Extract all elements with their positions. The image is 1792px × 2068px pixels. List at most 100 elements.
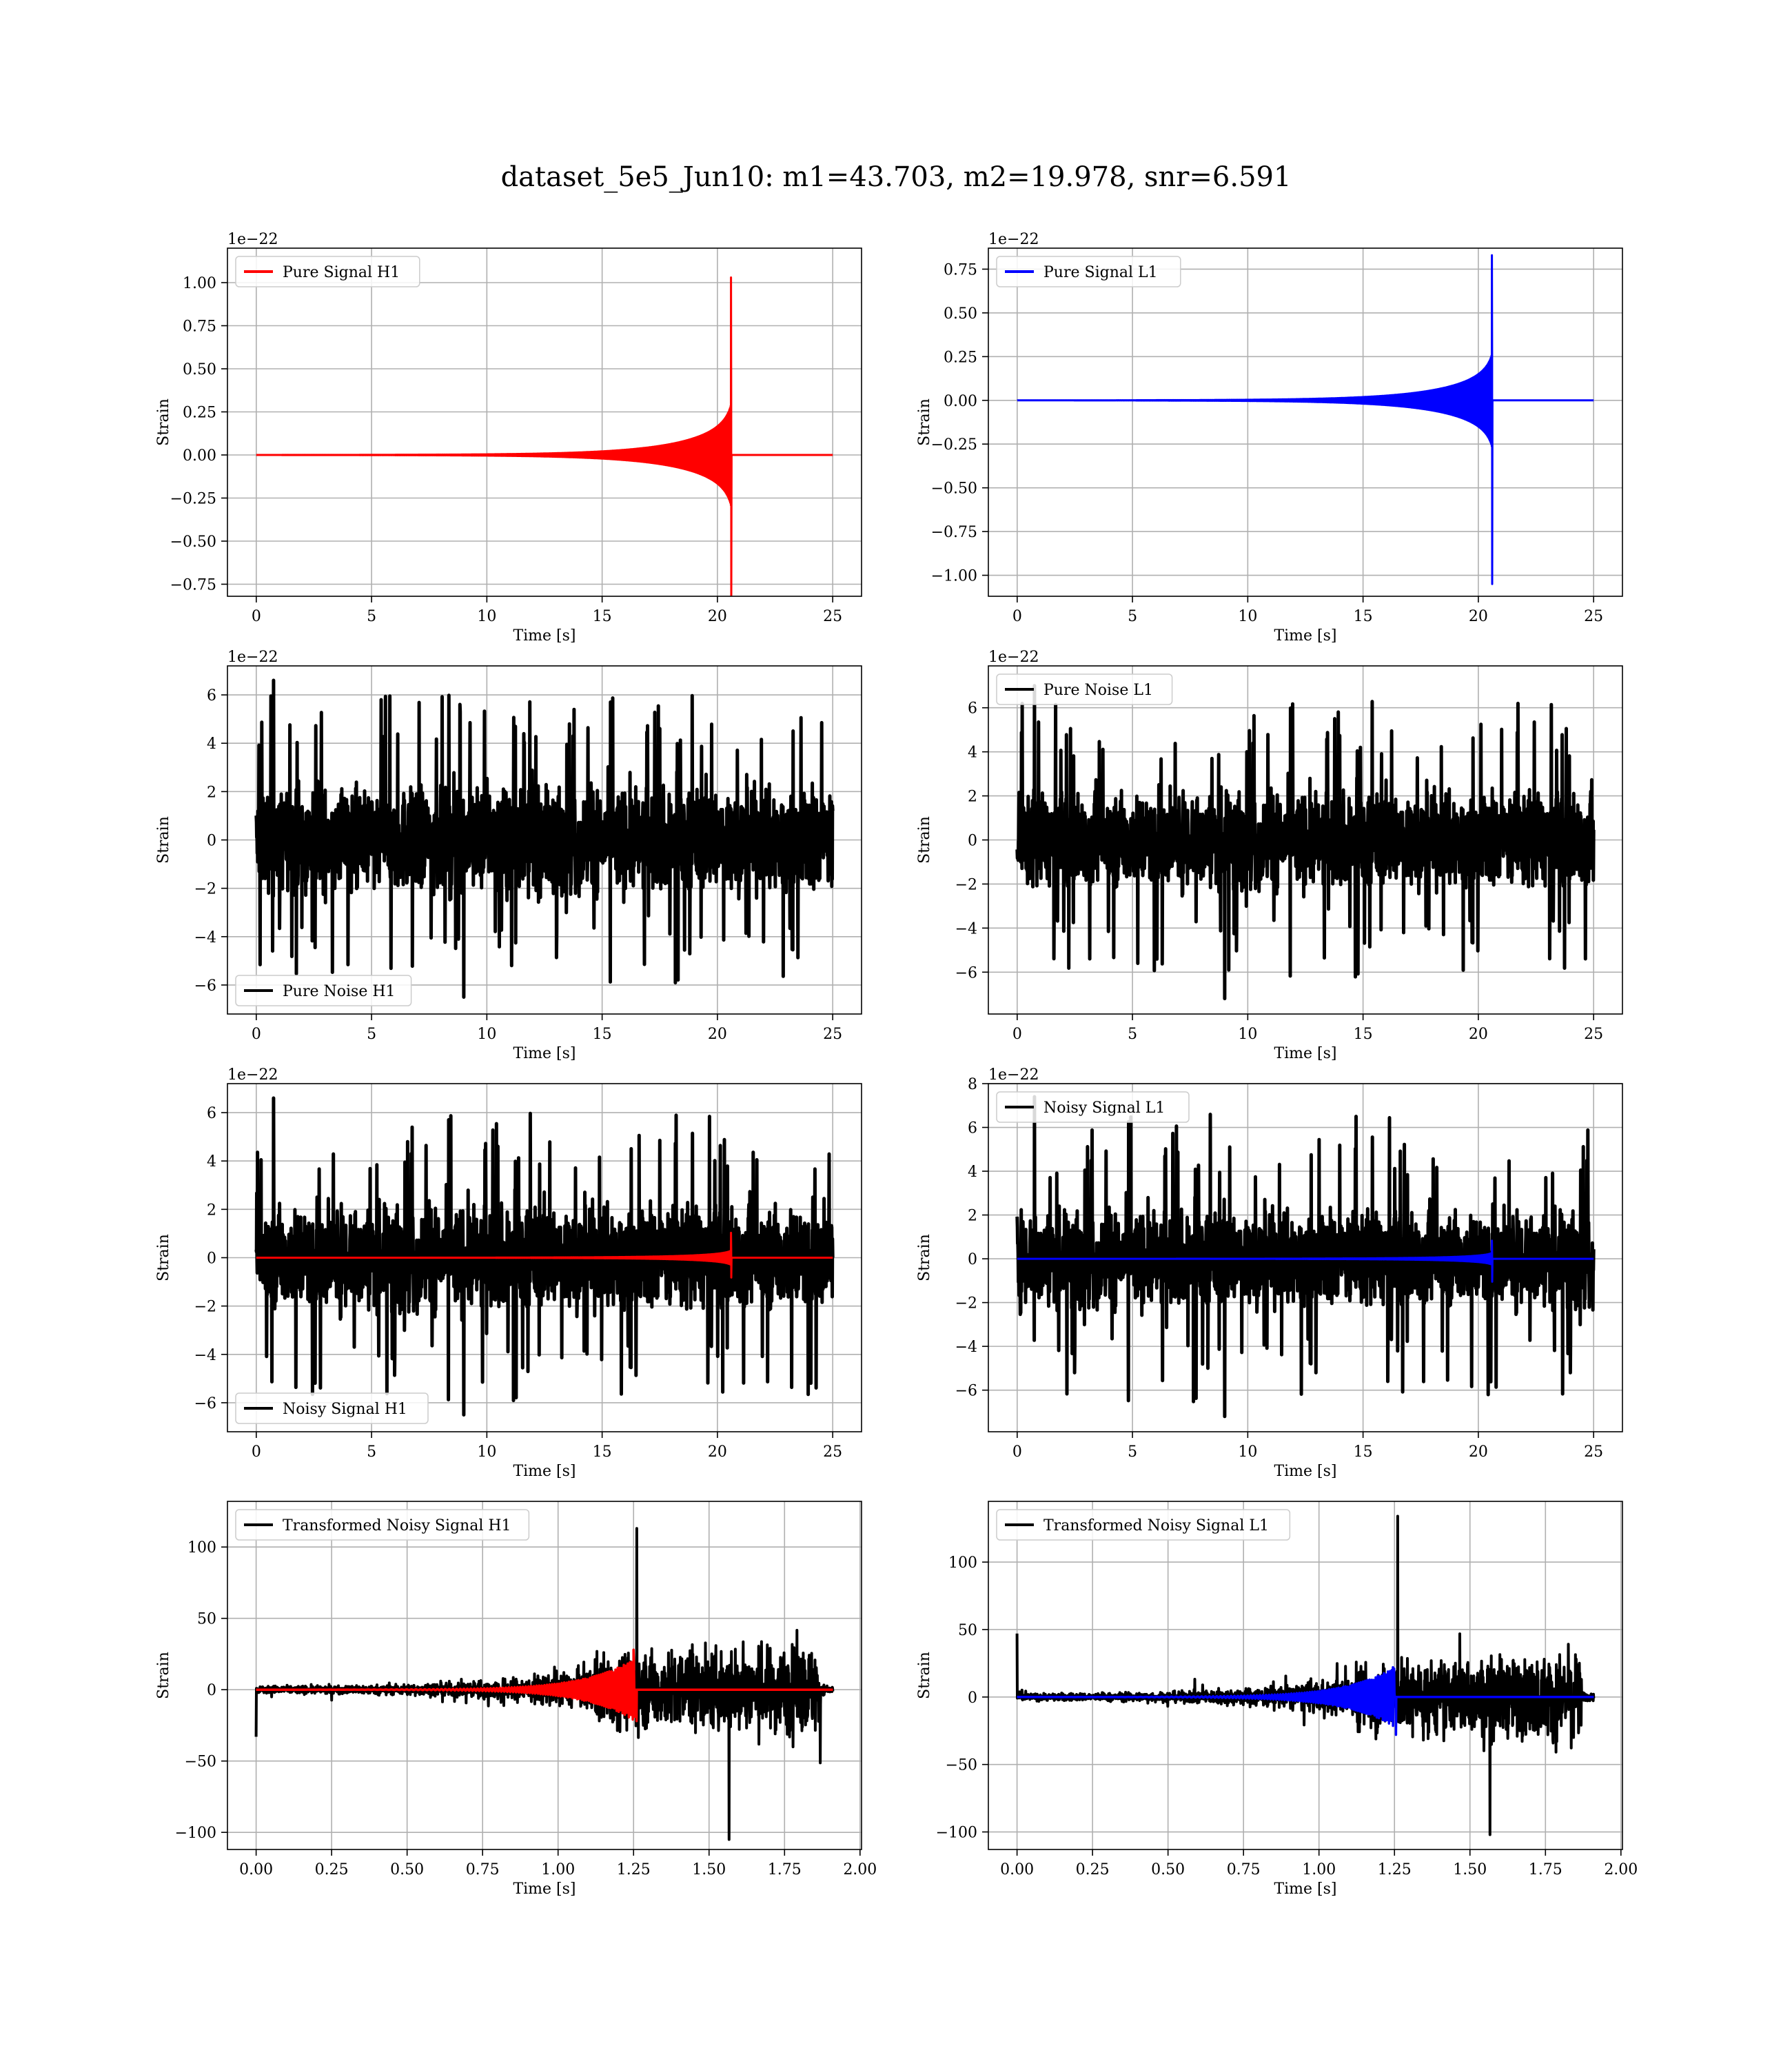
- x-tick-label: 5: [1128, 1443, 1137, 1461]
- y-tick-label: −4: [194, 929, 216, 946]
- legend: Pure Signal H1: [235, 256, 420, 287]
- x-tick-label: 1.00: [1302, 1861, 1336, 1878]
- y-axis-label: Strain: [916, 398, 933, 446]
- y-tick-label: 0.75: [944, 261, 977, 278]
- x-tick-label: 0.50: [390, 1861, 424, 1878]
- y-tick-label: 0: [207, 1682, 216, 1699]
- y-tick-label: 6: [968, 1120, 977, 1137]
- legend-label: Pure Noise H1: [283, 983, 396, 1000]
- x-tick-label: 0: [1012, 1443, 1022, 1461]
- x-tick-label: 1.50: [1453, 1861, 1487, 1878]
- axes-frame: [988, 247, 1623, 597]
- x-tick-label: 5: [367, 608, 376, 625]
- subplot-noisy-signal-l1: 0 5 10 15 20 25 −6 −4 −2 0 2 4 6 8 Time [s] Strain 1e−22…: [916, 1066, 1623, 1480]
- legend-box: [235, 256, 420, 287]
- y-tick-label: −4: [194, 1347, 216, 1364]
- x-tick-label: 1.25: [617, 1861, 651, 1878]
- subplot-pure-signal-l1: 0 5 10 15 20 25 −1.00 −0.75 −0.50 −0.25 0.00 0.25 0.…: [916, 231, 1623, 645]
- x-tick-label: 0: [1012, 608, 1022, 625]
- legend: Pure Signal L1: [996, 256, 1181, 287]
- y-tick-label: 2: [968, 1208, 977, 1225]
- y-tick-label: −2: [955, 1295, 977, 1312]
- offset-text: 1e−22: [988, 231, 1039, 248]
- x-tick-label: 25: [1584, 608, 1603, 625]
- x-tick-label: 20: [1469, 1443, 1488, 1461]
- x-tick-label: 15: [1354, 1026, 1373, 1043]
- x-tick-label: 20: [708, 1026, 727, 1043]
- offset-text: 1e−22: [227, 231, 278, 248]
- x-tick-label: 1.75: [768, 1861, 802, 1878]
- legend-box: [996, 1091, 1190, 1123]
- x-tick-label: 0.00: [1000, 1861, 1034, 1878]
- legend-label: Transformed Noisy Signal L1: [1043, 1517, 1269, 1534]
- series-line: [1016, 254, 1595, 585]
- x-axis-label: Time [s]: [513, 1881, 576, 1898]
- y-axis-label: Strain: [916, 1234, 933, 1281]
- legend: Pure Noise L1: [996, 673, 1173, 705]
- y-tick-label: 4: [968, 1164, 977, 1181]
- legend: Noisy Signal H1: [235, 1392, 429, 1424]
- y-tick-label: 100: [948, 1554, 977, 1572]
- offset-text: 1e−22: [988, 1066, 1039, 1084]
- y-tick-label: −0.75: [170, 577, 216, 594]
- y-tick-label: 4: [968, 744, 977, 762]
- y-tick-label: −6: [955, 964, 977, 982]
- y-tick-label: 4: [207, 736, 216, 753]
- axes-frame: [227, 247, 862, 597]
- x-tick-label: 10: [477, 1026, 496, 1043]
- y-tick-label: 0.25: [183, 405, 216, 422]
- legend: Transformed Noisy Signal L1: [996, 1509, 1291, 1541]
- x-axis-label: Time [s]: [1274, 1881, 1336, 1898]
- y-tick-label: −0.50: [931, 480, 977, 498]
- legend-label: Transformed Noisy Signal H1: [283, 1517, 511, 1534]
- legend-box: [996, 256, 1181, 287]
- offset-text: 1e−22: [988, 649, 1039, 666]
- offset-text: 1e−22: [227, 649, 278, 666]
- legend-box: [996, 1509, 1291, 1541]
- y-tick-label: −2: [194, 881, 216, 898]
- x-tick-label: 1.00: [541, 1861, 575, 1878]
- subplot-transformed-noisy-signal-h1: 0.00 0.25 0.50 0.75 1.00 1.25 1.50 1.75 2.00 −100…: [155, 1501, 877, 1898]
- legend-box: [235, 975, 412, 1006]
- y-tick-label: −2: [194, 1299, 216, 1316]
- y-tick-label: 0.50: [183, 361, 216, 378]
- x-tick-label: 0: [252, 608, 261, 625]
- x-tick-label: 0.75: [466, 1861, 500, 1878]
- x-tick-label: 10: [477, 1443, 496, 1461]
- y-tick-label: −2: [955, 876, 977, 893]
- y-tick-label: 100: [187, 1539, 216, 1557]
- legend: Transformed Noisy Signal H1: [235, 1509, 530, 1541]
- x-tick-label: 0.50: [1151, 1861, 1185, 1878]
- axes-frame: [227, 1501, 862, 1850]
- x-axis-label: Time [s]: [513, 1045, 576, 1062]
- y-tick-label: −0.25: [931, 436, 977, 454]
- series-line: [254, 1096, 835, 1417]
- x-tick-label: 25: [823, 1026, 842, 1043]
- x-tick-label: 15: [593, 608, 612, 625]
- y-tick-label: −4: [955, 920, 977, 937]
- y-tick-label: −0.75: [931, 524, 977, 541]
- y-tick-label: −0.50: [170, 534, 216, 551]
- x-axis-label: Time [s]: [513, 627, 576, 645]
- y-tick-label: −4: [955, 1339, 977, 1356]
- y-tick-label: −6: [194, 977, 216, 995]
- x-tick-label: 0.25: [315, 1861, 349, 1878]
- y-tick-label: −50: [185, 1754, 216, 1771]
- x-tick-label: 0.25: [1076, 1861, 1110, 1878]
- x-axis-label: Time [s]: [1274, 1463, 1336, 1480]
- legend-box: [996, 673, 1173, 705]
- x-tick-label: 0: [252, 1443, 261, 1461]
- subplot-noisy-signal-h1: 0 5 10 15 20 25 −6 −4 −2 0 2 4 6 Time [s] Strain 1e−22 N…: [155, 1066, 862, 1480]
- y-tick-label: 50: [197, 1611, 216, 1628]
- x-tick-label: 20: [1469, 1026, 1488, 1043]
- y-tick-label: 6: [207, 687, 216, 704]
- x-tick-label: 0.00: [239, 1861, 273, 1878]
- legend: Noisy Signal L1: [996, 1091, 1190, 1123]
- x-tick-label: 5: [367, 1443, 376, 1461]
- y-tick-label: −1.00: [931, 568, 977, 585]
- x-tick-label: 0.75: [1227, 1861, 1261, 1878]
- y-tick-label: 0: [968, 833, 977, 850]
- x-tick-label: 1.75: [1529, 1861, 1562, 1878]
- y-axis-label: Strain: [916, 816, 933, 864]
